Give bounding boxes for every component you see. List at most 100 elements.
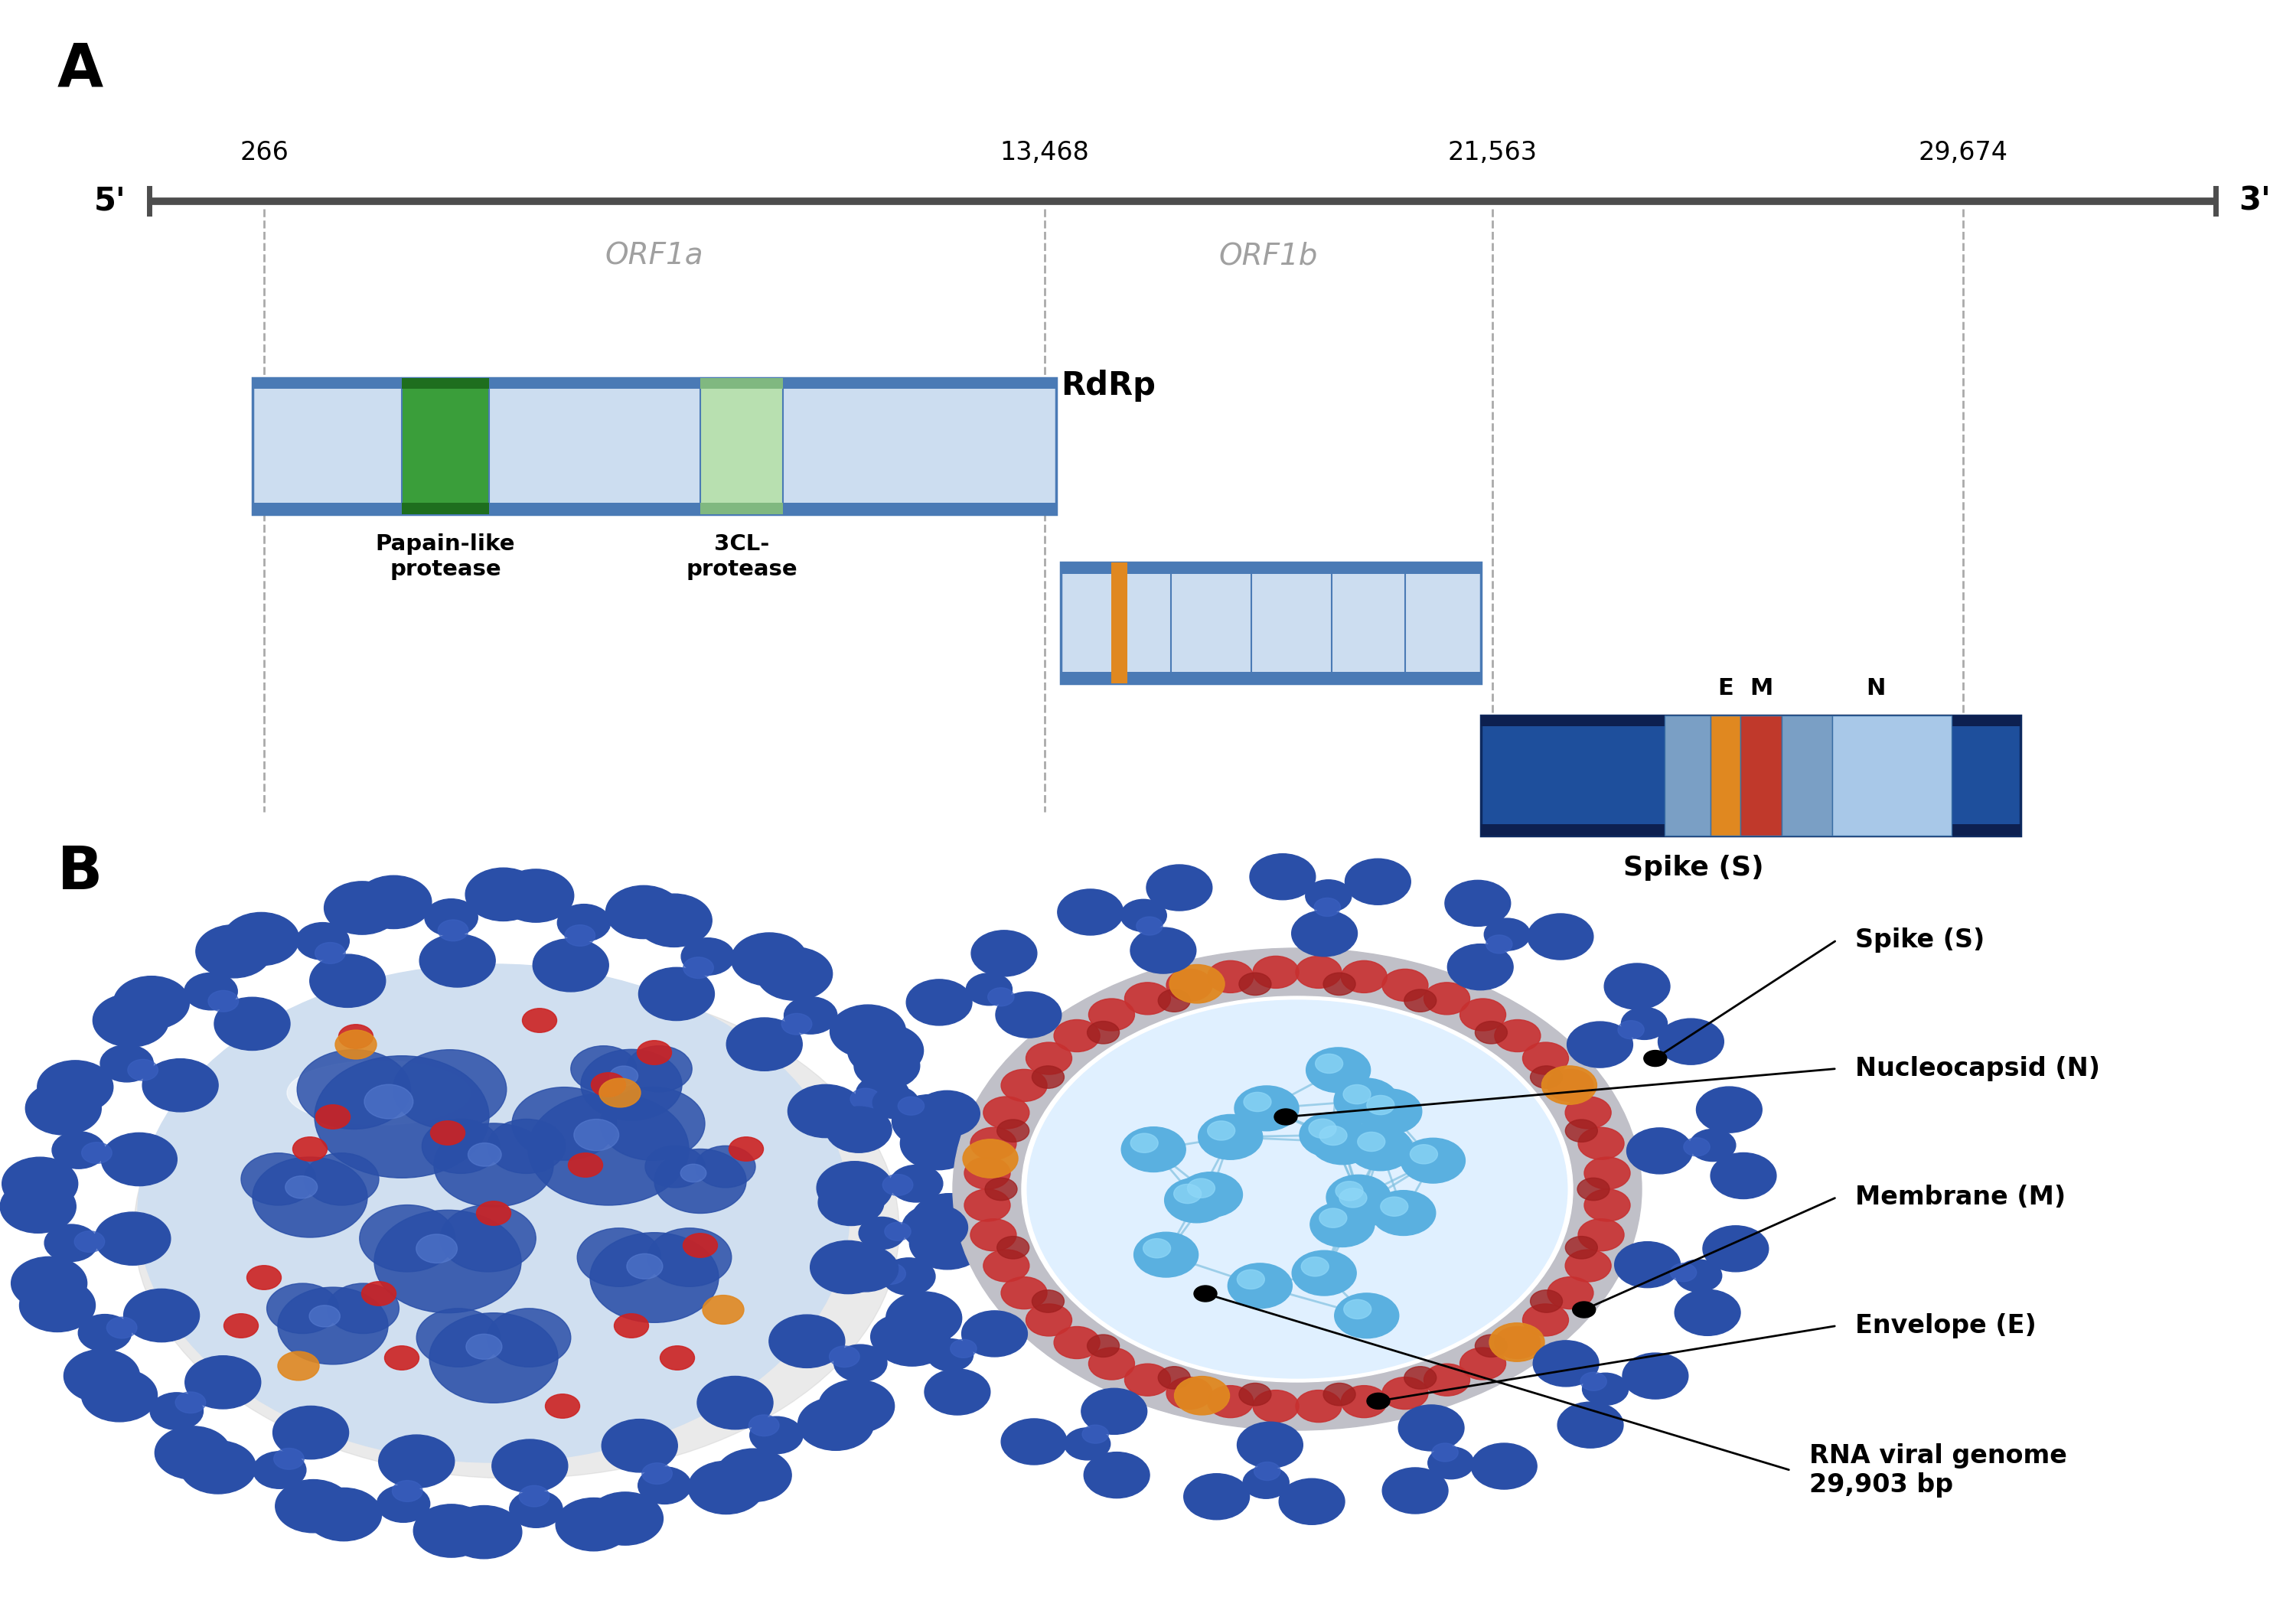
Circle shape bbox=[684, 958, 714, 979]
Circle shape bbox=[572, 1046, 636, 1091]
Circle shape bbox=[983, 1096, 1029, 1128]
Circle shape bbox=[1178, 1172, 1242, 1216]
Circle shape bbox=[1531, 1290, 1564, 1313]
Circle shape bbox=[1130, 1133, 1157, 1152]
Circle shape bbox=[565, 926, 595, 947]
Circle shape bbox=[606, 885, 682, 938]
Circle shape bbox=[716, 1448, 792, 1501]
Circle shape bbox=[1548, 1278, 1593, 1310]
Circle shape bbox=[466, 1334, 503, 1360]
Circle shape bbox=[1401, 1138, 1465, 1183]
Circle shape bbox=[1382, 1467, 1449, 1514]
Circle shape bbox=[907, 979, 971, 1025]
Circle shape bbox=[599, 1078, 641, 1107]
Circle shape bbox=[294, 1138, 326, 1160]
Circle shape bbox=[154, 1427, 230, 1480]
Circle shape bbox=[1026, 1043, 1072, 1075]
Circle shape bbox=[875, 1263, 905, 1284]
Circle shape bbox=[445, 1506, 521, 1559]
Circle shape bbox=[1185, 1474, 1249, 1520]
Circle shape bbox=[788, 1085, 863, 1138]
Circle shape bbox=[1001, 1419, 1068, 1464]
Circle shape bbox=[487, 1118, 565, 1173]
Circle shape bbox=[310, 1305, 340, 1327]
Circle shape bbox=[1382, 969, 1428, 1001]
Circle shape bbox=[1495, 1020, 1541, 1053]
Circle shape bbox=[94, 1212, 170, 1265]
Circle shape bbox=[214, 998, 289, 1051]
Circle shape bbox=[1621, 1008, 1667, 1040]
Circle shape bbox=[432, 1122, 464, 1144]
Circle shape bbox=[273, 1448, 303, 1469]
Circle shape bbox=[113, 975, 188, 1028]
Circle shape bbox=[1460, 1348, 1506, 1380]
Circle shape bbox=[909, 1216, 985, 1270]
Circle shape bbox=[1166, 1377, 1212, 1409]
Circle shape bbox=[1644, 1051, 1667, 1067]
Circle shape bbox=[519, 1485, 549, 1507]
Bar bbox=[1061, 672, 1481, 683]
Circle shape bbox=[983, 1250, 1029, 1282]
Circle shape bbox=[360, 1282, 395, 1305]
Circle shape bbox=[285, 1176, 317, 1199]
Circle shape bbox=[305, 1488, 381, 1541]
Bar bbox=[253, 378, 1056, 389]
Circle shape bbox=[900, 1117, 976, 1170]
Circle shape bbox=[1235, 1086, 1300, 1131]
Circle shape bbox=[912, 1194, 987, 1247]
Circle shape bbox=[1001, 1069, 1047, 1101]
Circle shape bbox=[1208, 1122, 1235, 1141]
Text: Nucleocapsid (N): Nucleocapsid (N) bbox=[1855, 1056, 2101, 1082]
Circle shape bbox=[964, 1157, 1010, 1189]
Circle shape bbox=[1164, 1178, 1228, 1223]
Circle shape bbox=[310, 955, 386, 1008]
Circle shape bbox=[1026, 1303, 1072, 1335]
Circle shape bbox=[859, 1216, 905, 1249]
Circle shape bbox=[1254, 1390, 1300, 1422]
Circle shape bbox=[1274, 1109, 1297, 1125]
Circle shape bbox=[964, 1189, 1010, 1221]
Circle shape bbox=[1490, 1323, 1545, 1361]
Circle shape bbox=[1382, 1377, 1428, 1409]
Circle shape bbox=[1293, 911, 1357, 956]
Text: B: B bbox=[57, 844, 103, 902]
Circle shape bbox=[124, 1289, 200, 1342]
Circle shape bbox=[638, 1041, 673, 1064]
Circle shape bbox=[698, 1376, 774, 1429]
Circle shape bbox=[1120, 1127, 1185, 1172]
Bar bbox=[700, 378, 783, 389]
Circle shape bbox=[891, 1165, 944, 1202]
Circle shape bbox=[64, 1350, 140, 1403]
Circle shape bbox=[928, 1339, 974, 1371]
Circle shape bbox=[1329, 1181, 1394, 1226]
Circle shape bbox=[636, 893, 712, 947]
Circle shape bbox=[854, 1043, 921, 1088]
Text: 266: 266 bbox=[239, 140, 289, 166]
Circle shape bbox=[1058, 889, 1123, 935]
Circle shape bbox=[18, 1279, 94, 1332]
Text: Papain-like
protease: Papain-like protease bbox=[377, 534, 514, 580]
Circle shape bbox=[1341, 1385, 1387, 1417]
Circle shape bbox=[1130, 927, 1196, 974]
Circle shape bbox=[138, 964, 850, 1462]
Circle shape bbox=[1336, 1181, 1364, 1200]
Circle shape bbox=[1424, 982, 1469, 1014]
Circle shape bbox=[1410, 1144, 1437, 1163]
Circle shape bbox=[748, 1414, 778, 1437]
Circle shape bbox=[1584, 1189, 1630, 1221]
Circle shape bbox=[1566, 1120, 1598, 1143]
Circle shape bbox=[590, 1233, 719, 1323]
Circle shape bbox=[615, 1315, 650, 1337]
Text: Membrane (M): Membrane (M) bbox=[1855, 1184, 2066, 1210]
Circle shape bbox=[1683, 1138, 1711, 1155]
Circle shape bbox=[491, 1440, 567, 1493]
Circle shape bbox=[902, 1205, 967, 1250]
Circle shape bbox=[1134, 1233, 1199, 1278]
Circle shape bbox=[73, 1231, 106, 1252]
Circle shape bbox=[850, 1088, 882, 1109]
Circle shape bbox=[1669, 1263, 1697, 1282]
Text: N: N bbox=[1867, 677, 1885, 699]
Circle shape bbox=[953, 948, 1642, 1430]
Circle shape bbox=[383, 1347, 418, 1369]
Circle shape bbox=[393, 1049, 507, 1130]
